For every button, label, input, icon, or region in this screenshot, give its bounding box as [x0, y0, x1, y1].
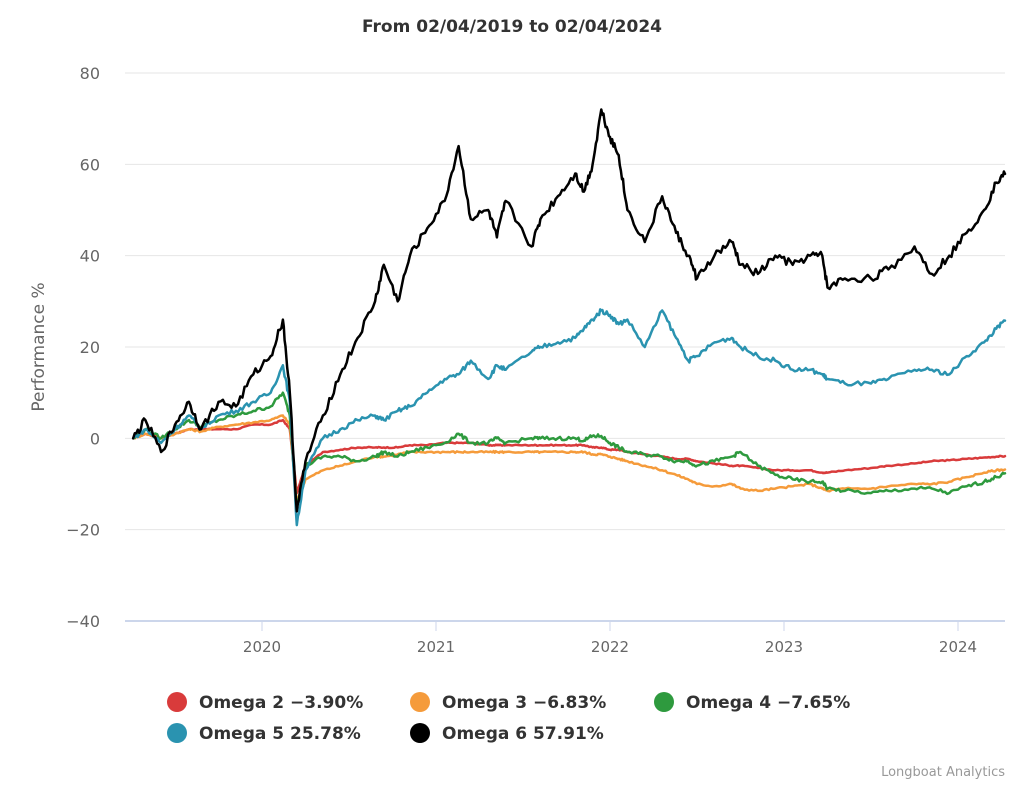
x-tick-label: 2020 — [243, 638, 281, 656]
credit-label[interactable]: Longboat Analytics — [881, 765, 1005, 780]
legend-label: Omega 3 −6.83% — [442, 693, 606, 713]
legend-label: Omega 2 −3.90% — [199, 693, 363, 713]
legend-marker-icon — [167, 723, 187, 743]
x-tick-label: 2024 — [939, 638, 977, 656]
legend-label: Omega 4 −7.65% — [686, 693, 850, 713]
grid-lines — [125, 72, 1005, 531]
series-line-omega-5[interactable] — [131, 308, 1007, 527]
x-tick-label: 2021 — [417, 638, 455, 656]
legend-item-omega-3[interactable]: Omega 3 −6.83% — [410, 692, 606, 713]
y-tick-label: 60 — [80, 155, 100, 174]
legend-label: Omega 5 25.78% — [199, 724, 361, 744]
series-line-omega-3[interactable] — [131, 414, 1007, 504]
y-tick-label: −40 — [66, 612, 100, 631]
y-tick-label: 0 — [90, 429, 100, 448]
series-line-omega-4[interactable] — [131, 391, 1007, 509]
y-axis-label: Performance % — [29, 282, 49, 411]
x-axis-ticks: 2020 2021 2022 2023 2024 — [243, 621, 977, 656]
legend-item-omega-6[interactable]: Omega 6 57.91% — [410, 723, 604, 744]
legend: Omega 2 −3.90% Omega 3 −6.83% Omega 4 −7.6… — [167, 692, 850, 744]
legend-item-omega-4[interactable]: Omega 4 −7.65% — [654, 692, 850, 713]
y-tick-label: 80 — [80, 64, 100, 83]
legend-marker-icon — [654, 692, 674, 712]
y-tick-label: −20 — [66, 521, 100, 540]
legend-item-omega-2[interactable]: Omega 2 −3.90% — [167, 692, 363, 713]
series-line-omega-6[interactable] — [131, 108, 1007, 513]
legend-marker-icon — [410, 692, 430, 712]
x-tick-label: 2022 — [591, 638, 629, 656]
series-line-omega-2[interactable] — [131, 418, 1007, 495]
y-axis-ticks: 80 60 40 20 0 −20 −40 — [66, 64, 100, 631]
series-lines — [131, 108, 1007, 527]
y-tick-label: 20 — [80, 338, 100, 357]
legend-marker-icon — [167, 692, 187, 712]
x-tick-label: 2023 — [765, 638, 803, 656]
y-tick-label: 40 — [80, 247, 100, 266]
legend-item-omega-5[interactable]: Omega 5 25.78% — [167, 723, 361, 744]
chart-title: From 02/04/2019 to 02/04/2024 — [362, 17, 662, 37]
legend-marker-icon — [410, 723, 430, 743]
legend-label: Omega 6 57.91% — [442, 724, 604, 744]
